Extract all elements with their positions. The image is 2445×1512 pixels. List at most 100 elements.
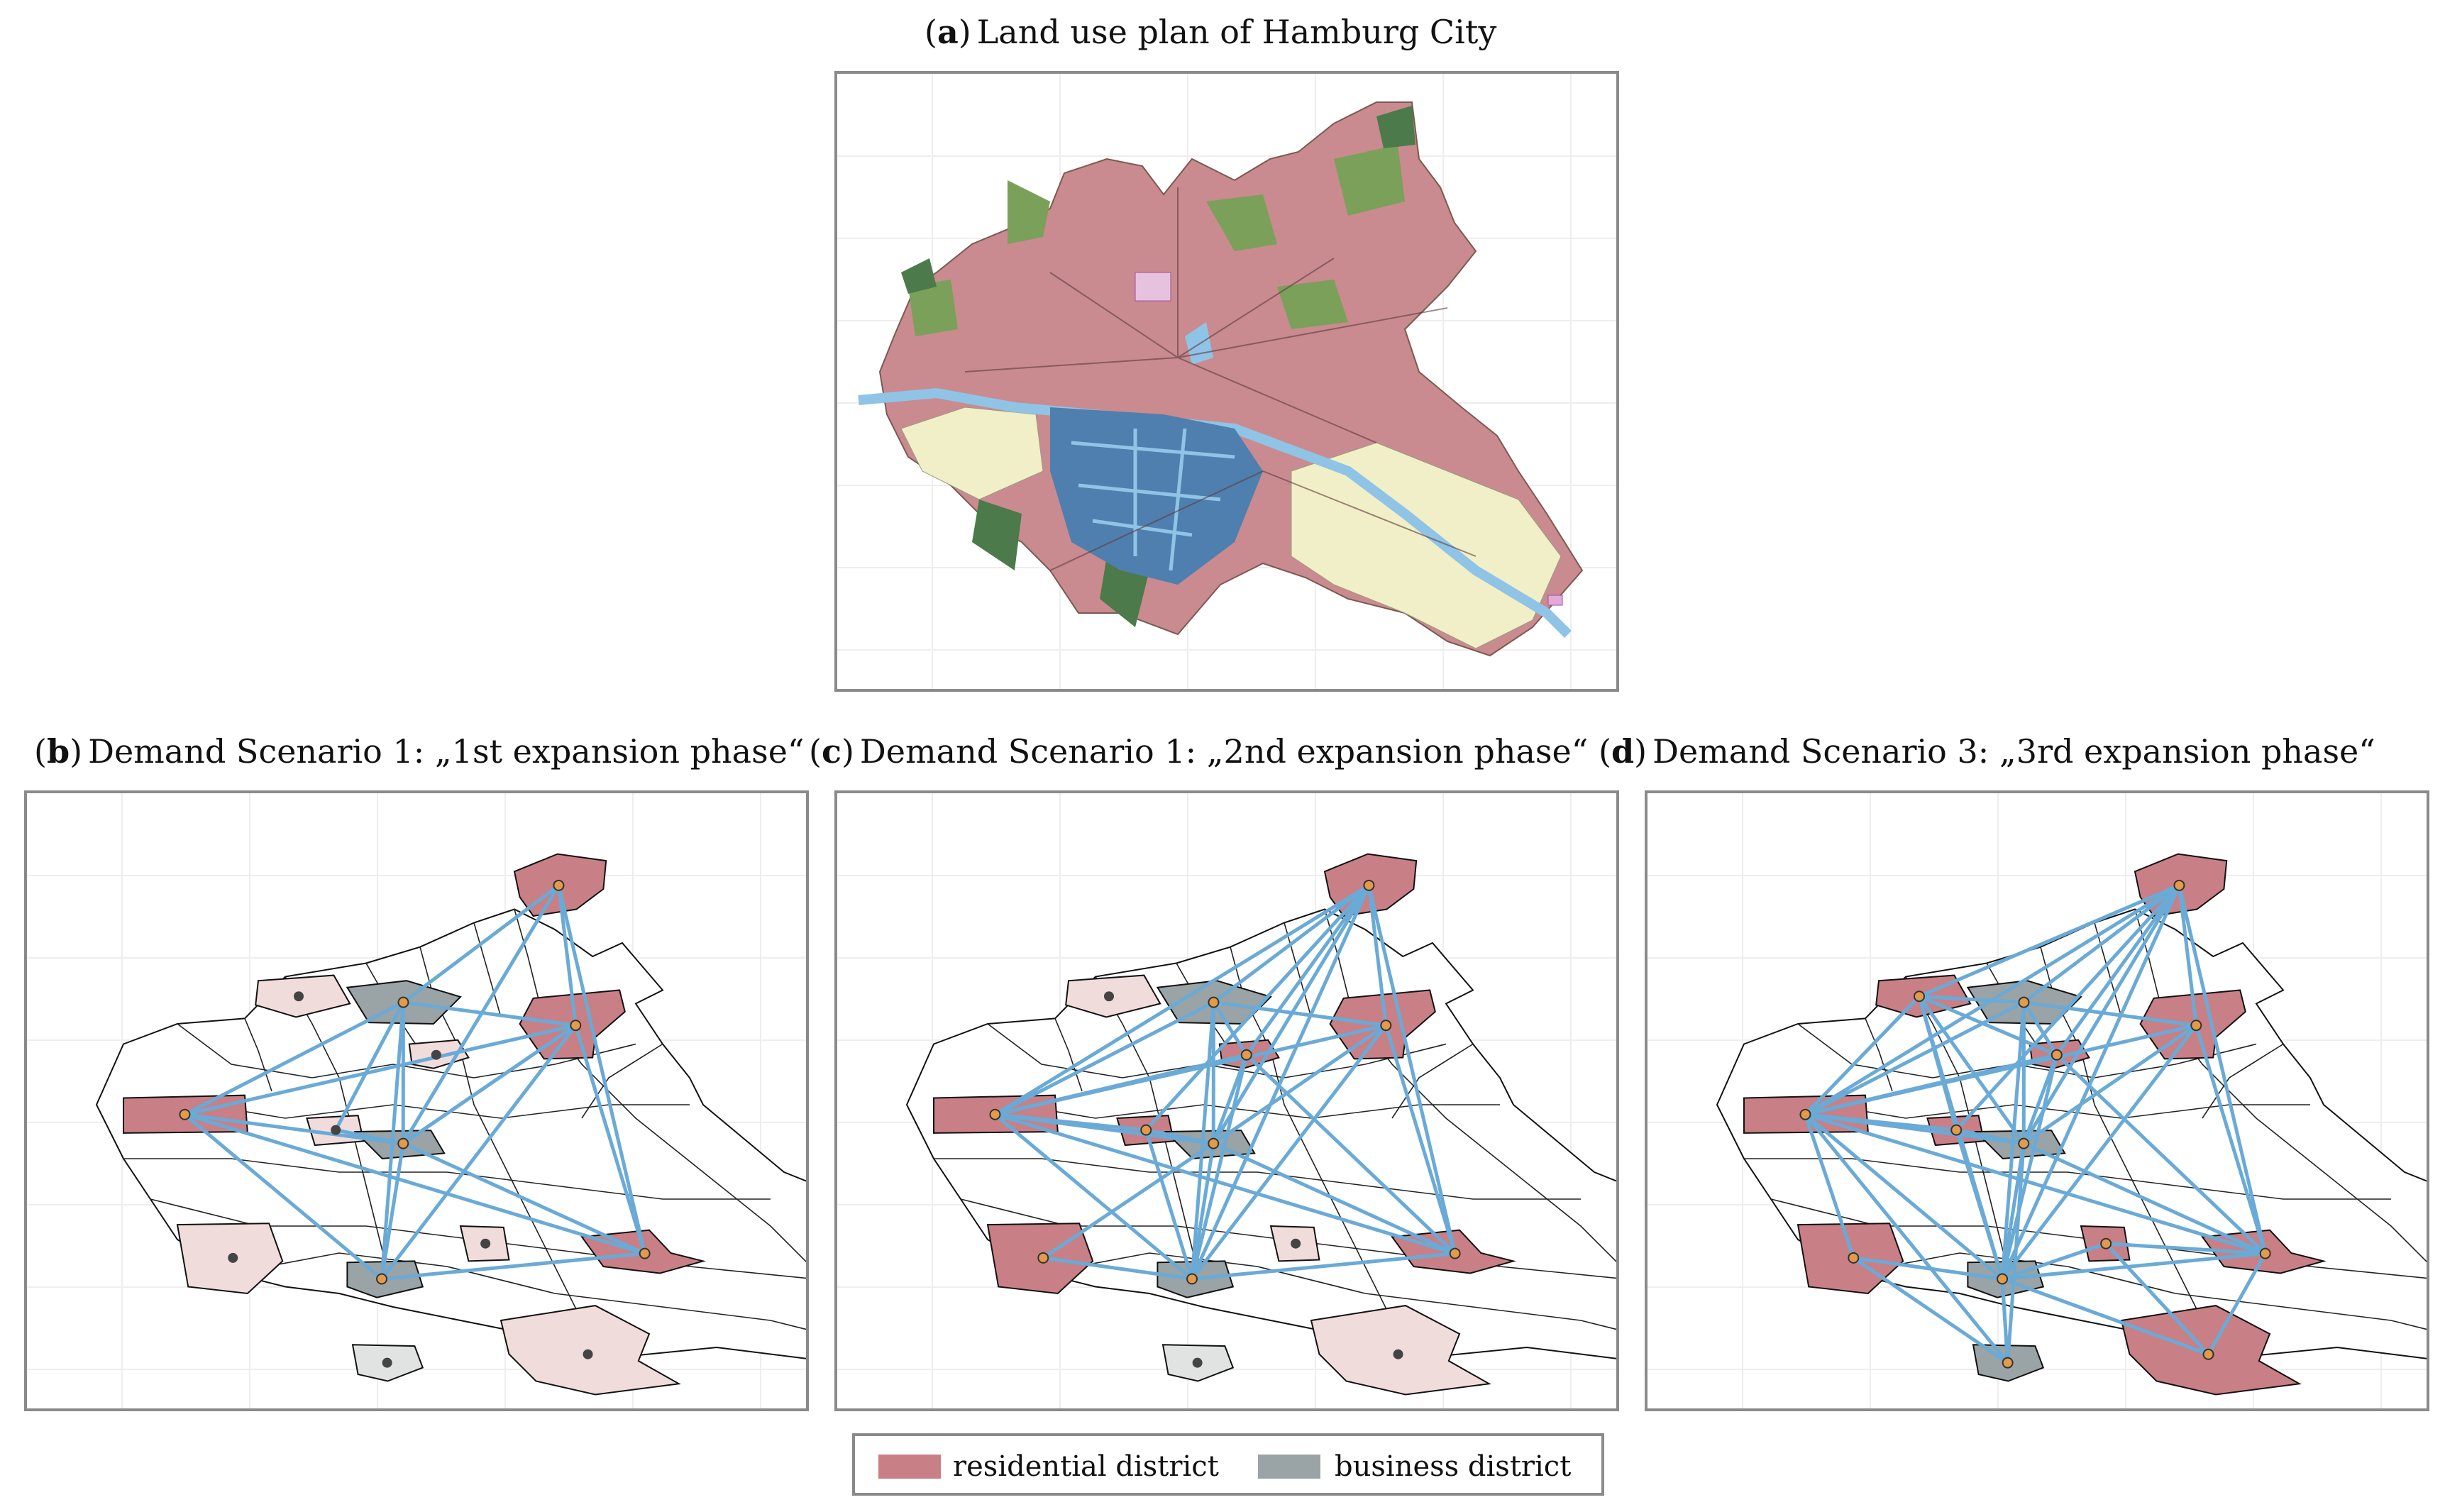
network-link-w-se	[993, 1113, 1457, 1256]
network-links	[182, 883, 647, 1281]
network-link-cw-ne	[1954, 883, 2181, 1132]
network-node-s	[376, 1273, 388, 1285]
network-link-cc-ne	[401, 883, 561, 1005]
network-link-ce-se	[573, 1023, 647, 1256]
network-link-cw-hb	[1144, 1128, 1215, 1146]
network-node-hb	[2018, 1137, 2030, 1149]
network-node-cw	[1140, 1124, 1152, 1136]
network-link-ce-se	[1384, 1023, 1457, 1256]
network-link-hb-ce	[401, 1023, 578, 1146]
network-link-nw-s	[1917, 994, 2004, 1281]
network-link-sw-hb	[1041, 1142, 1215, 1260]
panel-a-title: (a) Land use plan of Hamburg City	[925, 13, 1497, 51]
network-link-s-hb	[380, 1142, 405, 1281]
network-node-nw	[1914, 990, 1925, 1003]
network-link-cw-hb	[1954, 1128, 2026, 1146]
network-link-seb-se	[2207, 1252, 2268, 1357]
panel-c-title: (c) Demand Scenario 1: „2nd expansion pha…	[809, 732, 1589, 771]
network-link-nw-ne	[1917, 883, 2181, 998]
city-boundary	[905, 908, 1616, 1359]
network-node-sw	[1848, 1252, 1860, 1264]
network-link-w-se	[182, 1113, 647, 1256]
network-node-hb	[397, 1137, 409, 1149]
panel-a-map-frame	[834, 71, 1619, 692]
network-link-cw-ne	[1144, 883, 1371, 1132]
network-link-hb-se	[1211, 1142, 1457, 1256]
network-link-s-sw	[1851, 1256, 2004, 1281]
network-node-se	[639, 1247, 651, 1259]
inactive-district-dot-ec	[480, 1238, 491, 1249]
network-link-ce-se	[2194, 1023, 2268, 1256]
network-link-cw-s	[1144, 1128, 1194, 1281]
network-link-ne-se	[556, 883, 647, 1256]
legend-business-swatch	[1258, 1455, 1320, 1479]
network-node-cw	[1950, 1124, 1963, 1136]
network-link-n-se	[2055, 1053, 2268, 1256]
network-link-hb-se	[2021, 1142, 2268, 1256]
network-link-n-ne	[2055, 883, 2181, 1057]
network-link-w-s	[993, 1113, 1194, 1281]
network-link-w-cw	[1803, 1113, 1958, 1132]
legend-residential-label: residential district	[953, 1450, 1219, 1483]
network-link-seb-ec	[2104, 1242, 2211, 1357]
network-link-s-ne	[2000, 883, 2181, 1281]
network-node-w	[989, 1108, 1001, 1120]
network-link-nw-cc	[1917, 994, 2026, 1005]
inactive-district-dot-n	[431, 1049, 441, 1060]
inactive-district-dot-cw	[331, 1125, 341, 1135]
network-link-s-seb	[2000, 1276, 2211, 1357]
inactive-district-dot-sc	[382, 1357, 392, 1368]
network-link-w-cc	[182, 1000, 405, 1117]
network-link-ce-ne	[2177, 883, 2198, 1027]
network-node-w	[179, 1108, 191, 1120]
network-node-s	[1997, 1273, 2009, 1285]
port-area	[1050, 407, 1263, 585]
inactive-district-dot-ec	[1291, 1238, 1301, 1249]
network-link-w-sw	[1803, 1113, 1855, 1260]
inactive-district-dot-sw	[228, 1252, 238, 1263]
legend-business-label: business district	[1335, 1450, 1572, 1483]
network-link-cw-hb	[333, 1128, 405, 1146]
network-link-hb-n	[1211, 1053, 1249, 1146]
inactive-district-dot-sc	[1192, 1357, 1203, 1368]
network-link-sw-s	[1041, 1256, 1194, 1281]
network-link-nw-hb	[1917, 994, 2026, 1146]
network-node-ne	[2173, 879, 2185, 891]
network-link-ce-hb	[1211, 1023, 1388, 1146]
network-node-se	[1449, 1247, 1461, 1259]
network-node-se	[2259, 1247, 2271, 1259]
scenario-d-map	[1648, 793, 2427, 1408]
network-link-s-hb	[1190, 1142, 1215, 1281]
network-link-cw-cc	[333, 1000, 405, 1132]
land-use-map	[837, 74, 1616, 689]
scenario-b-map	[27, 793, 806, 1408]
network-link-hb-ne	[401, 883, 561, 1146]
network-links	[993, 883, 1457, 1281]
network-link-s-ne	[1190, 883, 1371, 1281]
inactive-district-dot-seb	[583, 1349, 593, 1359]
network-link-sc-s	[2000, 1276, 2010, 1365]
network-link-s-n	[2000, 1053, 2059, 1281]
network-node-ce	[1380, 1020, 1392, 1032]
network-link-w-ce	[182, 1023, 578, 1117]
network-links	[1803, 883, 2268, 1365]
city-boundary	[95, 908, 806, 1359]
network-node-sc	[2002, 1357, 2014, 1369]
network-link-cc-ce	[2021, 1000, 2198, 1027]
network-link-ne-se	[2177, 883, 2268, 1256]
network-link-ce-s	[1190, 1023, 1388, 1281]
network-link-ce-s	[380, 1023, 578, 1281]
network-node-cc	[397, 996, 409, 1008]
network-node-n	[2051, 1049, 2063, 1061]
panel-d-title: (d) Demand Scenario 3: „3rd expansion pha…	[1599, 732, 2375, 771]
network-link-n-se	[1244, 1053, 1457, 1256]
network-link-hb-ne	[2021, 883, 2181, 1146]
legend-residential-swatch	[878, 1455, 941, 1479]
network-link-cc-ce	[1211, 1000, 1388, 1027]
network-node-s	[1186, 1273, 1198, 1285]
city-boundary	[1716, 908, 2427, 1359]
network-link-w-s	[182, 1113, 384, 1281]
network-link-s-se	[2000, 1252, 2268, 1281]
inactive-district-dot-seb	[1393, 1349, 1403, 1359]
network-link-s-ec	[2000, 1242, 2108, 1281]
